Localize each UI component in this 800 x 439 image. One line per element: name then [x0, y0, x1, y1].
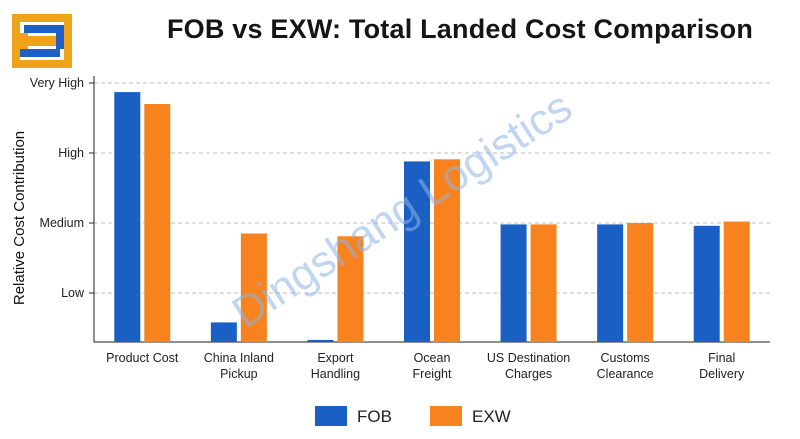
y-tick-label: High — [58, 146, 84, 160]
legend: FOB EXW — [315, 406, 511, 426]
bar-exw — [240, 233, 267, 342]
x-tick-label: Final — [708, 351, 735, 365]
legend-swatch — [315, 406, 347, 426]
y-tick-label: Medium — [40, 216, 84, 230]
bar-fob — [307, 339, 334, 342]
grid-lines — [94, 82, 770, 294]
bar-fob — [500, 224, 527, 342]
bar-exw — [434, 159, 460, 342]
bar-fob — [693, 225, 720, 342]
bar-fob — [210, 322, 237, 342]
chart-title: FOB vs EXW: Total Landed Cost Comparison — [166, 14, 754, 44]
bar-fob — [114, 92, 141, 342]
legend-item-fob: FOB — [315, 406, 392, 426]
bar-exw — [144, 104, 171, 342]
x-tick-label: China Inland — [204, 351, 274, 365]
bar-exw — [723, 221, 750, 342]
x-tick-label: Product Cost — [106, 351, 179, 365]
legend-item-exw: EXW — [430, 406, 511, 426]
x-tick-label: Handling — [311, 367, 360, 381]
bar-exw — [530, 224, 557, 342]
y-axis-label: Relative Cost Contribution — [11, 131, 28, 305]
x-tick-label: Ocean — [414, 351, 451, 365]
x-tick-label: Delivery — [699, 367, 745, 381]
legend-swatch — [430, 406, 462, 426]
watermark-text: Dingshang Logistics — [224, 82, 581, 338]
y-tick-label: Low — [61, 286, 85, 300]
brand-logo-icon — [12, 14, 72, 68]
x-tick-label: Freight — [413, 367, 452, 381]
legend-label: FOB — [357, 407, 392, 426]
bar-fob — [404, 161, 430, 342]
bar-exw — [627, 223, 654, 342]
x-tick-label: Pickup — [220, 367, 258, 381]
x-tick-labels: Product Cost China Inland Pickup Export Hand… — [106, 351, 745, 381]
legend-label: EXW — [472, 407, 511, 426]
y-tick-label: Very High — [30, 76, 84, 90]
y-tick-labels: Low Medium High Very High — [30, 76, 85, 300]
bar-fob — [597, 224, 624, 342]
x-tick-label: Charges — [505, 367, 552, 381]
bar-exw — [337, 236, 364, 342]
x-tick-label: Customs — [600, 351, 649, 365]
bars — [114, 92, 750, 342]
axes — [89, 76, 770, 343]
x-tick-label: US Destination — [487, 351, 570, 365]
x-tick-label: Clearance — [597, 367, 654, 381]
x-tick-label: Export — [317, 351, 354, 365]
